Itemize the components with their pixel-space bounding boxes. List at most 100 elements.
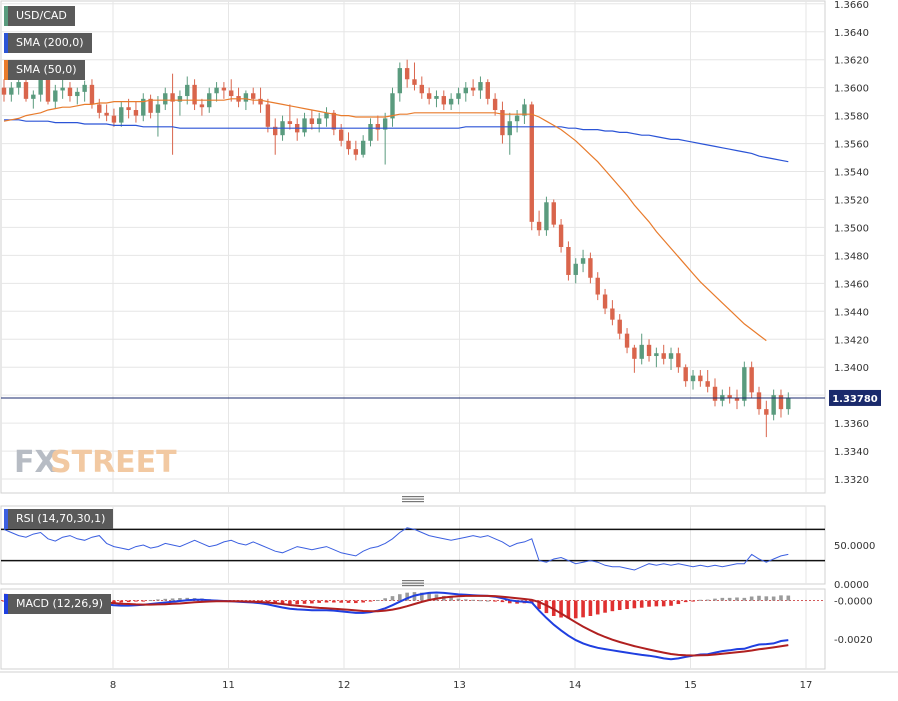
candle-body — [426, 93, 432, 99]
main-price-panel — [1, 59, 825, 438]
candle-body — [580, 258, 586, 264]
candle-body — [265, 104, 271, 127]
y-tick-label: 1.3500 — [834, 223, 869, 234]
macd-histogram-bar — [119, 600, 124, 603]
rsi-panel — [1, 527, 825, 571]
macd-histogram-bar — [691, 600, 695, 602]
y-tick-label: 1.3480 — [834, 251, 869, 262]
macd-histogram-bar — [632, 600, 637, 609]
macd-histogram-bar — [170, 598, 175, 601]
macd-signal-line — [3, 593, 789, 657]
macd-histogram-bar — [324, 600, 329, 603]
macd-histogram-bar — [463, 599, 468, 601]
legend-sma200[interactable]: SMA (200,0) — [4, 33, 92, 53]
candle-body — [287, 121, 293, 124]
x-tick-label: 13 — [453, 680, 466, 691]
y-tick-label: 1.3320 — [834, 475, 869, 486]
candle-body — [551, 202, 556, 225]
legend-usdcad[interactable]: USD/CAD — [4, 6, 75, 26]
legend-macd[interactable]: MACD (12,26,9) — [4, 594, 112, 614]
candle-body — [661, 353, 666, 359]
macd-resize-handle[interactable] — [402, 580, 424, 587]
candle-body — [617, 319, 622, 334]
grid-lines — [1, 1, 825, 669]
candle-body — [624, 333, 630, 348]
legend-label-rsi: RSI (14,70,30,1) — [16, 512, 106, 525]
sma50-line — [3, 98, 767, 342]
candle-body — [610, 308, 615, 320]
candle-body — [53, 90, 58, 102]
y-tick-label: 1.3620 — [834, 56, 869, 67]
macd-histogram-bar — [390, 596, 395, 601]
macd-histogram-bar — [310, 600, 314, 604]
candle-body — [67, 87, 73, 97]
candle-body — [529, 104, 534, 222]
candle-body — [9, 87, 14, 95]
y-tick-label: 1.3540 — [834, 168, 869, 179]
legend-swatch-sma50 — [4, 60, 8, 80]
macd-histogram-bar — [757, 595, 761, 601]
candle-body — [368, 124, 373, 141]
legend-sma50[interactable]: SMA (50,0) — [4, 60, 85, 80]
candle-body — [690, 375, 696, 382]
candle-body — [31, 94, 36, 99]
legend-swatch-usdcad — [4, 6, 8, 26]
macd-histogram-bar — [625, 600, 629, 610]
macd-histogram-bar — [332, 600, 336, 603]
macd-y-tick-label: -0.0020 — [834, 635, 873, 646]
macd-histogram-bar — [302, 600, 307, 604]
y-tick-label: 1.3520 — [834, 195, 869, 206]
candle-body — [756, 392, 762, 410]
macd-histogram-bar — [735, 597, 739, 601]
y-tick-label: 1.3560 — [834, 140, 869, 151]
rsi-resize-handle[interactable] — [402, 496, 424, 503]
macd-histogram-bar — [273, 600, 278, 604]
macd-histogram-bar — [581, 600, 585, 618]
macd-histogram-bar — [537, 600, 541, 610]
macd-histogram-bar — [317, 600, 321, 603]
candle-body — [632, 347, 637, 359]
candle-body — [712, 386, 718, 401]
macd-histogram-bar — [588, 600, 593, 616]
macd-histogram-bar — [639, 600, 644, 608]
macd-histogram-bar — [661, 600, 666, 607]
candle-body — [566, 247, 571, 275]
candle-body — [170, 93, 175, 102]
candle-body — [16, 82, 21, 88]
candle-body — [544, 202, 549, 231]
candle-body — [573, 263, 578, 275]
macd-histogram-bar — [771, 596, 776, 601]
candle-body — [199, 104, 205, 108]
macd-histogram-bar — [280, 600, 285, 605]
candle-body — [360, 140, 366, 155]
candle-body — [470, 87, 476, 91]
candle-body — [126, 107, 131, 111]
candle-body — [397, 68, 403, 94]
candle-body — [324, 112, 329, 119]
macd-histogram-bar — [786, 595, 791, 601]
macd-panel — [1, 591, 825, 661]
macd-histogram-bar — [500, 600, 505, 603]
y-tick-label: 1.3400 — [834, 363, 869, 374]
macd-histogram-bar — [779, 595, 783, 601]
candle-body — [492, 98, 498, 111]
macd-histogram-bar — [471, 599, 475, 601]
candle-body — [221, 87, 227, 91]
candle-body — [536, 221, 542, 231]
macd-histogram-bar — [683, 600, 688, 603]
candle-body — [163, 93, 168, 105]
macd-histogram-bar — [485, 600, 490, 602]
candle-body — [500, 110, 505, 136]
legend-swatch-rsi — [4, 509, 8, 529]
candle-body — [82, 84, 87, 92]
macd-histogram-bar — [126, 600, 131, 603]
macd-histogram-bar — [368, 600, 373, 602]
candle-body — [353, 149, 359, 155]
candle-body — [558, 224, 564, 247]
candle-body — [119, 107, 124, 123]
legend-rsi[interactable]: RSI (14,70,30,1) — [4, 509, 114, 529]
candle-body — [38, 76, 43, 95]
candle-body — [448, 98, 454, 105]
legend-swatch-sma200 — [4, 33, 8, 53]
candle-body — [412, 79, 417, 85]
